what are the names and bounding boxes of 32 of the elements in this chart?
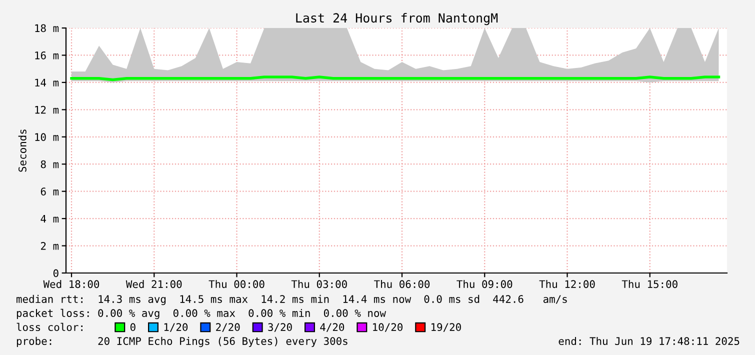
y-tick-label: 10 m bbox=[35, 133, 59, 142]
y-tick-label: 2 m bbox=[41, 242, 59, 250]
x-tick-label: Thu 15:00 bbox=[622, 280, 678, 288]
legend-label: 10/20 bbox=[373, 323, 402, 332]
y-tick-label: 14 m bbox=[35, 78, 59, 86]
legend-label: 3/20 bbox=[268, 323, 292, 332]
x-tick-label: Thu 09:00 bbox=[456, 280, 512, 288]
chart-title: Last 24 Hours from NantongM bbox=[296, 12, 498, 26]
y-tick-label: 8 m bbox=[40, 160, 59, 168]
y-tick-label: 6 m bbox=[40, 188, 59, 196]
legend-label: 2/20 bbox=[216, 323, 240, 332]
y-tick-label: 12 m bbox=[35, 106, 59, 114]
text: median rtt: 14.3 ms avg 14.5 ms max 14.2 ms min 14.4 ms now 0.0 ms sd 442.6 am/s bbox=[16, 294, 567, 306]
y-tick-label: 18 m bbox=[35, 24, 59, 32]
x-tick-label: Thu 03:00 bbox=[291, 280, 347, 288]
legend-label: 0 bbox=[130, 323, 136, 332]
text: end: Thu Jun 19 17:48:11 2025 bbox=[558, 336, 740, 346]
x-tick-label: Thu 06:00 bbox=[374, 280, 430, 288]
y-axis-title: Seconds bbox=[18, 130, 26, 172]
legend-label: 1/20 bbox=[164, 323, 188, 332]
x-tick-label: Wed 21:00 bbox=[126, 280, 182, 288]
y-tick-label: 16 m bbox=[35, 51, 59, 60]
legend-label: 19/20 bbox=[432, 323, 461, 332]
legend-label: 4/20 bbox=[320, 323, 344, 332]
y-tick-label: 4 m bbox=[40, 214, 59, 223]
x-tick-label: Thu 00:00 bbox=[208, 280, 264, 288]
text: packet loss: 0.00 % avg 0.00 % max 0.00 % min 0.00 % now bbox=[16, 308, 386, 320]
legend-title: loss color: bbox=[16, 322, 82, 332]
y-tick-label: 0 bbox=[53, 269, 58, 278]
x-tick-label: Thu 12:00 bbox=[539, 280, 595, 288]
text: probe: 20 ICMP Echo Pings (56 Bytes) every 300s bbox=[16, 336, 348, 348]
x-tick-label: Wed 18:00 bbox=[43, 280, 100, 288]
